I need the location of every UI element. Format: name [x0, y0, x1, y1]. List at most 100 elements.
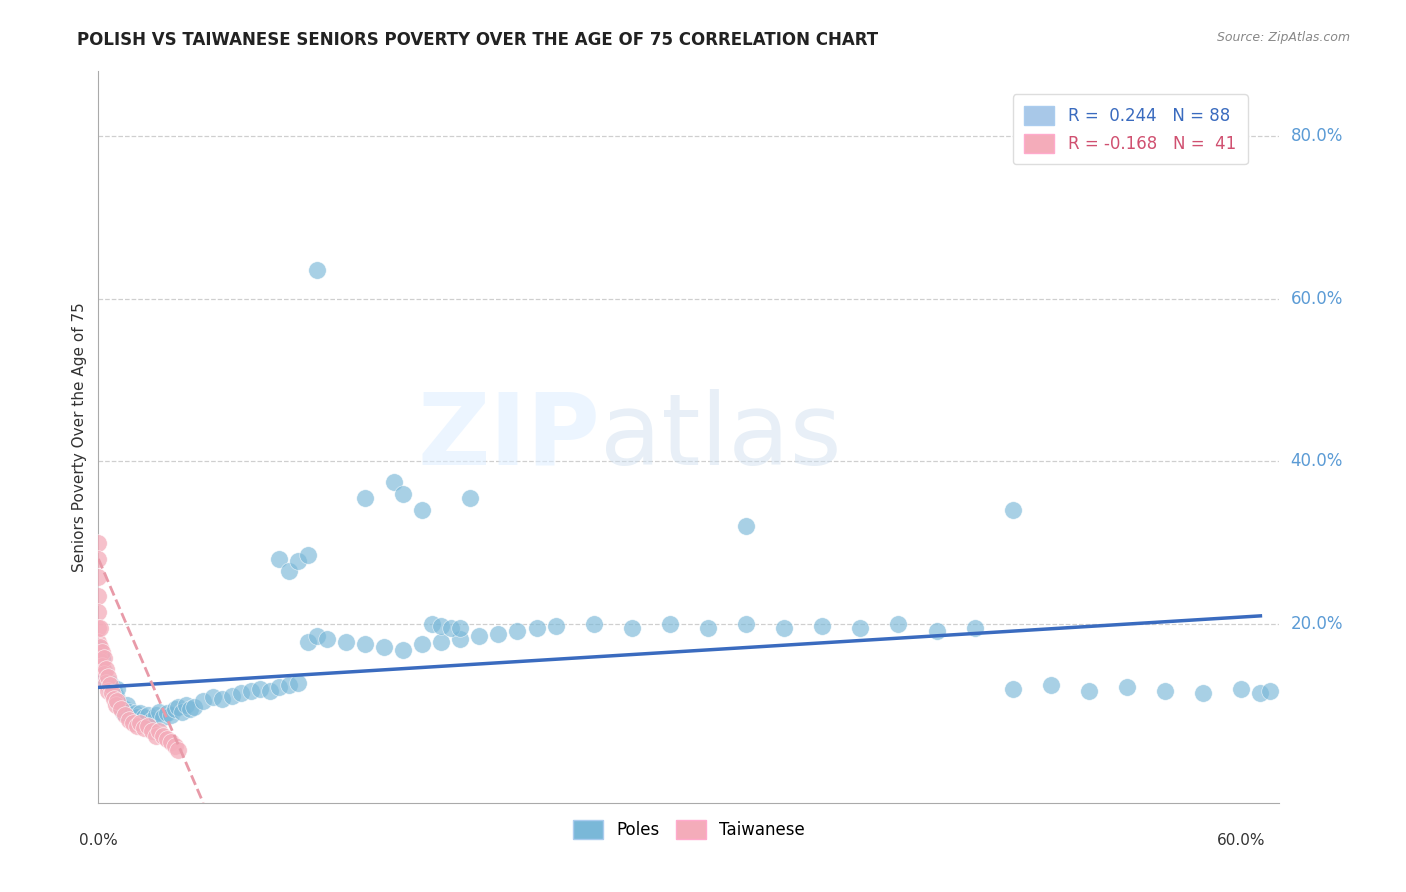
Point [87, 570, 110, 584]
Point [544, 618, 567, 632]
Text: 0.0%: 0.0% [79, 833, 118, 848]
Point [179, 702, 201, 716]
Point [697, 621, 720, 635]
Point [121, 709, 143, 723]
Point [87, 635, 110, 649]
Point [159, 735, 181, 749]
Point [354, 491, 377, 505]
Point [93, 667, 115, 681]
Point [89, 649, 111, 664]
Point [97, 678, 120, 692]
Point [104, 698, 127, 713]
Point [411, 503, 433, 517]
Y-axis label: Seniors Poverty Over the Age of 75: Seniors Poverty Over the Age of 75 [72, 302, 87, 572]
Point [887, 617, 910, 632]
Point [152, 729, 174, 743]
Point [1230, 681, 1253, 696]
Point [735, 617, 758, 632]
Point [94, 662, 117, 676]
Point [94, 673, 117, 688]
Point [89, 654, 111, 668]
Point [134, 710, 156, 724]
Point [87, 648, 110, 662]
Point [277, 678, 299, 692]
Point [172, 705, 194, 719]
Point [735, 519, 758, 533]
Point [458, 491, 481, 505]
Point [115, 698, 138, 713]
Point [118, 713, 141, 727]
Point [1001, 681, 1024, 696]
Point [93, 651, 115, 665]
Point [91, 651, 114, 665]
Point [89, 621, 111, 635]
Text: ZIP: ZIP [418, 389, 600, 485]
Point [1249, 686, 1271, 700]
Point [91, 659, 114, 673]
Point [107, 694, 129, 708]
Point [152, 710, 174, 724]
Point [120, 708, 142, 723]
Point [963, 621, 986, 635]
Point [97, 683, 120, 698]
Point [449, 632, 471, 646]
Point [221, 689, 243, 703]
Point [231, 686, 253, 700]
Point [108, 697, 131, 711]
Point [163, 702, 186, 716]
Point [269, 681, 291, 695]
Point [112, 705, 135, 719]
Point [129, 706, 152, 721]
Point [103, 683, 125, 698]
Point [297, 548, 319, 562]
Point [91, 662, 114, 676]
Point [658, 617, 681, 632]
Point [277, 564, 299, 578]
Point [1192, 686, 1215, 700]
Text: 40.0%: 40.0% [1291, 452, 1343, 470]
Point [1039, 678, 1062, 692]
Point [107, 691, 129, 706]
Point [468, 629, 491, 643]
Point [87, 654, 110, 668]
Point [1154, 683, 1177, 698]
Point [145, 729, 167, 743]
Point [506, 624, 529, 638]
Point [87, 535, 110, 549]
Point [125, 710, 148, 724]
Point [167, 699, 190, 714]
Point [107, 681, 129, 696]
Point [925, 624, 948, 638]
Point [440, 621, 463, 635]
Point [1001, 503, 1024, 517]
Point [103, 691, 125, 706]
Text: 60.0%: 60.0% [1218, 833, 1265, 848]
Point [269, 552, 291, 566]
Point [148, 705, 170, 719]
Point [335, 635, 357, 649]
Point [211, 691, 233, 706]
Point [93, 664, 115, 678]
Point [167, 743, 190, 757]
Point [316, 632, 339, 646]
Point [287, 675, 309, 690]
Point [249, 681, 271, 696]
Point [373, 640, 395, 654]
Point [87, 621, 110, 635]
Point [582, 617, 605, 632]
Point [620, 621, 643, 635]
Point [121, 716, 143, 731]
Point [156, 732, 179, 747]
Point [183, 699, 205, 714]
Point [97, 670, 120, 684]
Point [382, 475, 405, 489]
Point [89, 654, 111, 668]
Point [526, 621, 548, 635]
Point [259, 683, 281, 698]
Point [87, 659, 110, 673]
Point [392, 643, 415, 657]
Text: Source: ZipAtlas.com: Source: ZipAtlas.com [1216, 31, 1350, 45]
Point [136, 708, 159, 723]
Point [201, 690, 224, 705]
Point [110, 702, 132, 716]
